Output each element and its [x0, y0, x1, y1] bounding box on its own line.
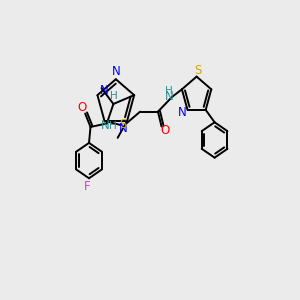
Text: H: H — [109, 121, 117, 131]
Text: O: O — [160, 124, 170, 136]
Text: N: N — [178, 106, 187, 119]
Text: N: N — [100, 84, 108, 98]
Text: H: H — [165, 86, 173, 97]
Text: N: N — [165, 90, 174, 103]
Text: S: S — [194, 64, 202, 77]
Text: F: F — [84, 180, 91, 193]
Text: H: H — [110, 91, 118, 101]
Text: N: N — [111, 65, 120, 78]
Text: N: N — [118, 122, 127, 135]
Text: O: O — [78, 101, 87, 114]
Text: N: N — [101, 119, 110, 132]
Text: S: S — [119, 118, 127, 131]
